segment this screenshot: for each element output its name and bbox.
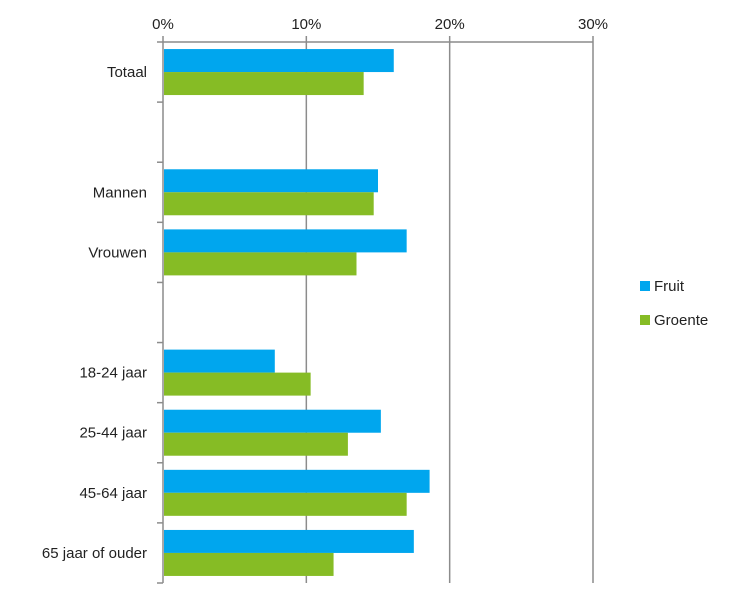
bar-fruit bbox=[164, 469, 430, 493]
bar-groente bbox=[164, 252, 357, 276]
legend-swatch-fruit bbox=[640, 281, 650, 291]
bars bbox=[164, 49, 430, 576]
bar-groente bbox=[164, 432, 348, 456]
category-label: Vrouwen bbox=[88, 244, 147, 261]
x-tick-label: 0% bbox=[152, 16, 174, 33]
bar-groente bbox=[164, 492, 407, 516]
legend: Fruit Groente bbox=[640, 278, 708, 329]
category-label: 25-44 jaar bbox=[79, 425, 147, 442]
bar-fruit bbox=[164, 169, 378, 193]
bar-groente bbox=[164, 192, 374, 216]
category-labels: Totaal Mannen Vrouwen 18-24 jaar 25-44 jaar 4… bbox=[42, 64, 147, 562]
category-label: 45-64 jaar bbox=[79, 485, 147, 502]
x-tick-label: 20% bbox=[435, 16, 465, 33]
legend-swatch-groente bbox=[640, 315, 650, 325]
category-label: Mannen bbox=[93, 184, 147, 201]
bar-fruit bbox=[164, 409, 381, 433]
category-label: 65 jaar of ouder bbox=[42, 545, 147, 562]
bar-fruit bbox=[164, 49, 394, 73]
bar-fruit bbox=[164, 529, 414, 553]
bar-groente bbox=[164, 72, 364, 96]
legend-label-groente: Groente bbox=[654, 312, 708, 329]
axes bbox=[157, 36, 594, 584]
bar-groente bbox=[164, 372, 311, 396]
x-tick-label: 30% bbox=[578, 16, 608, 33]
category-label: Totaal bbox=[107, 64, 147, 81]
x-tick-label: 10% bbox=[291, 16, 321, 33]
bar-groente bbox=[164, 552, 334, 576]
x-tick-labels: 0% 10% 20% 30% bbox=[152, 16, 608, 33]
legend-label-fruit: Fruit bbox=[654, 278, 685, 295]
bar-fruit bbox=[164, 349, 275, 373]
bar-fruit bbox=[164, 229, 407, 253]
category-label: 18-24 jaar bbox=[79, 365, 147, 382]
